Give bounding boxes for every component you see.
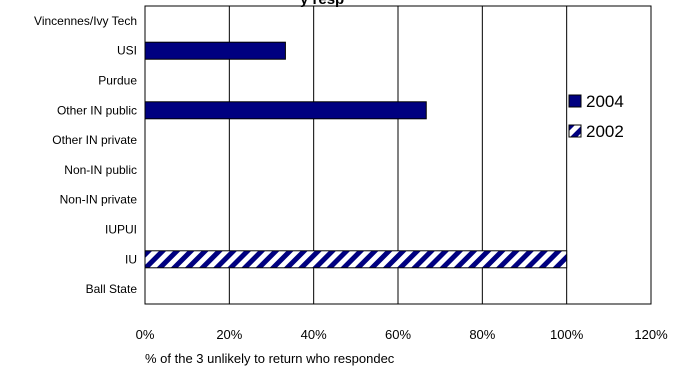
x-tick-label: 20%: [216, 327, 242, 342]
category-label: IU: [125, 252, 137, 266]
legend-label: 2004: [586, 92, 624, 111]
x-tick-label: 0%: [136, 327, 155, 342]
x-tick-label: 120%: [634, 327, 668, 342]
x-tick-label: 40%: [301, 327, 327, 342]
category-label: Ball State: [86, 282, 138, 296]
x-tick-label: 100%: [550, 327, 584, 342]
legend: 2004 2002: [568, 92, 624, 141]
chart-title: y resp: [300, 0, 344, 8]
bars: [144, 41, 568, 269]
category-label: IUPUI: [105, 223, 137, 237]
category-label: Purdue: [98, 74, 137, 88]
category-label: Non-IN public: [64, 163, 137, 177]
bar-2002-8: [144, 250, 568, 269]
category-label: Vincennes/Ivy Tech: [34, 14, 137, 28]
x-axis-label: % of the 3 unlikely to return who respon…: [145, 351, 395, 366]
bar-2004-3: [144, 101, 427, 120]
category-label: USI: [117, 44, 137, 58]
plot-area-border: [144, 5, 652, 305]
category-label: Non-IN private: [60, 193, 138, 207]
x-tick-labels: 0% 20% 40% 60% 80% 100% 120%: [136, 327, 668, 342]
legend-swatch-2002: [568, 124, 582, 138]
x-tick-label: 80%: [469, 327, 495, 342]
x-tick-label: 60%: [385, 327, 411, 342]
bar-2004-1: [144, 41, 286, 60]
category-labels: Vincennes/Ivy Tech USI Purdue Other IN publ…: [34, 14, 137, 296]
category-label: Other IN public: [57, 103, 137, 117]
category-label: Other IN private: [52, 133, 137, 147]
legend-label: 2002: [586, 122, 624, 141]
legend-swatch-2004: [568, 94, 582, 108]
